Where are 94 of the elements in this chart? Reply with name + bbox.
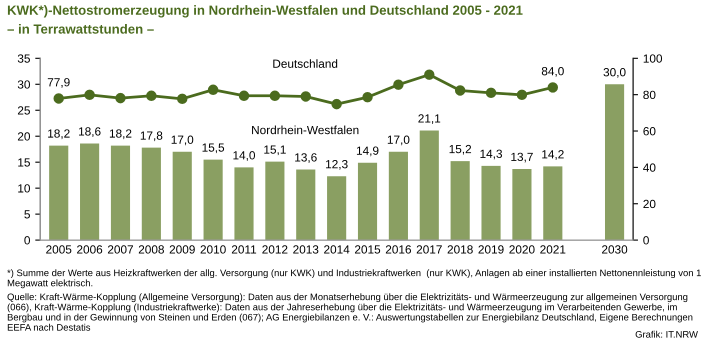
point <box>454 85 466 96</box>
x-tick-label: 2020 <box>509 245 535 254</box>
x-tick-label: 2008 <box>138 245 164 254</box>
series-label: Deutschland <box>273 59 338 68</box>
point <box>238 90 250 101</box>
data-label: 12,3 <box>326 160 348 170</box>
y2-tick-label: 40 <box>643 163 656 172</box>
y-tick-label: 5 <box>24 210 30 219</box>
bar <box>543 166 562 240</box>
bar <box>420 130 439 240</box>
y2-tick-label: 80 <box>643 90 656 100</box>
x-tick-label: 2006 <box>77 245 102 254</box>
chart-subtitle: – in Terrawattstunden – <box>7 24 154 34</box>
point <box>424 69 434 80</box>
bar <box>604 84 624 240</box>
data-label: 84,0 <box>542 66 564 77</box>
x-tick-label: 2017 <box>416 245 442 254</box>
point <box>270 90 280 101</box>
x-tick-label: 2019 <box>478 245 504 254</box>
x-tick-label: 2007 <box>108 245 134 254</box>
bar <box>512 168 532 240</box>
point <box>84 90 95 100</box>
bar <box>388 152 408 240</box>
y2-tick-label: 100 <box>644 54 662 63</box>
chart-title: KWK*)-Nettostromerzeugung in Nordrhein-Westfalen und Deutschland 2005 - 2021 <box>8 5 523 18</box>
data-label: 14,2 <box>542 150 564 160</box>
data-label: 15,1 <box>264 146 286 156</box>
bar <box>172 152 192 240</box>
x-tick-label: 2011 <box>232 245 256 254</box>
point <box>516 90 528 100</box>
y-tick-label: 10 <box>18 184 30 193</box>
x-tick-label: 2009 <box>170 245 195 254</box>
x-tick-label: 2010 <box>200 245 226 254</box>
point <box>177 94 188 104</box>
x-tick-label: 2014 <box>324 245 350 254</box>
data-label: 17,0 <box>388 136 410 146</box>
bar <box>327 176 346 240</box>
x-tick-label: 2013 <box>293 245 318 254</box>
source-note: Quelle: Kraft-Wärme-Kopplung (Allgemeine Versorgung): Daten aus der Monatserhebung über die Elektrizitäts- und Wärmeerzeugung zur allgemeinen Versorgung (066), Kraft-Wärme-Kopplung (Industriekraftwerke): Daten aus der Jahreserhebung über die Elektrizitäts- und Wärmeerzeugung im Verarbeitenden Gewerbe, im Bergbau und in der Gewinnung von Steinen und Erden (067); AG Energiebilanzen e. V.: Auswertungstabellen zur Energiebilanz Deutschland, Eigene Berechnungen EEFA nach Destatis <box>7 293 692 331</box>
data-label: 18,6 <box>79 127 101 137</box>
point <box>146 90 157 101</box>
y-tick-label: 15 <box>18 158 30 167</box>
point <box>393 79 404 90</box>
x-tick-label: 2016 <box>386 245 412 254</box>
bar <box>450 161 470 240</box>
y-tick-label: 25 <box>18 106 30 115</box>
x-tick-label: 2015 <box>354 245 380 254</box>
bar <box>80 143 100 240</box>
data-label: 13,7 <box>511 152 533 162</box>
data-label: 77,9 <box>48 78 70 88</box>
point <box>300 91 311 102</box>
x-tick-label: 2018 <box>448 245 473 254</box>
point <box>362 92 373 102</box>
data-label: 21,1 <box>418 114 440 124</box>
text: Nordrhein-Westfalen <box>252 126 358 134</box>
data-label: 30,0 <box>604 68 626 78</box>
x-tick-label: 2012 <box>262 245 288 254</box>
point <box>486 88 496 98</box>
y2-tick-label: 20 <box>643 200 656 208</box>
bar <box>265 162 284 240</box>
x-tick-label: 2030 <box>602 245 628 254</box>
x-tick-label: 2021 <box>540 245 566 254</box>
data-label: 17,0 <box>172 136 194 146</box>
y-tick-label: 30 <box>18 80 30 89</box>
y2-tick-label: 0 <box>643 236 649 244</box>
bar <box>296 169 316 240</box>
bar <box>142 148 161 240</box>
data-label: 18,2 <box>48 129 70 140</box>
point <box>54 93 64 104</box>
data-label: 14,9 <box>356 146 378 156</box>
text: Grafik: IT.NRW <box>636 330 698 338</box>
bar <box>234 167 254 240</box>
data-label: 15,2 <box>450 144 472 155</box>
y-tick-label: 0 <box>24 236 30 244</box>
text: *) Summe der Werte aus Heizkraftwerken der allg. Versorgung (nur KWK) und Industriekraftwerken (nur KWK), Anlagen ab einer installierten Nettonennleistung von 1 Megawatt elektrisch. <box>7 269 701 288</box>
data-label: 14,0 <box>233 151 256 161</box>
bar <box>481 166 501 240</box>
bar <box>49 146 68 240</box>
data-label: 17,8 <box>140 131 162 142</box>
point <box>115 92 126 104</box>
data-label: 14,3 <box>480 150 502 160</box>
point <box>208 84 218 95</box>
bar <box>204 160 223 240</box>
y-tick-label: 20 <box>18 132 30 141</box>
x-tick-label: 2005 <box>46 245 72 254</box>
point <box>548 82 558 93</box>
data-label: 18,2 <box>110 129 132 140</box>
y2-tick-label: 60 <box>643 127 656 136</box>
y-tick-label: 35 <box>18 54 30 63</box>
data-label: 13,6 <box>295 153 317 163</box>
bar <box>110 146 130 240</box>
bar <box>358 162 378 240</box>
data-label: 15,5 <box>202 143 224 154</box>
point <box>331 98 342 110</box>
